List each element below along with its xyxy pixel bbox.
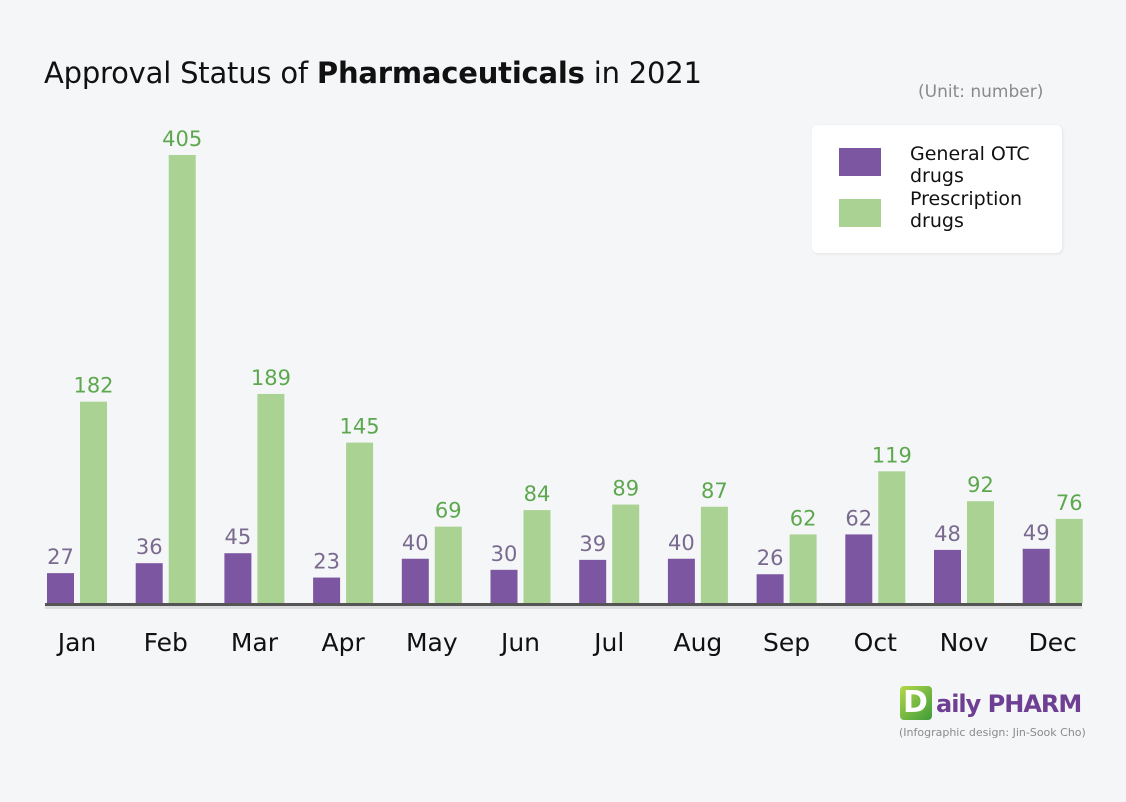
bar-rx-aug bbox=[700, 506, 728, 603]
data-label-otc-mar: 45 bbox=[225, 525, 252, 549]
data-label-otc-feb: 36 bbox=[136, 535, 163, 559]
data-label-rx-may: 69 bbox=[435, 499, 462, 523]
bar-otc-nov bbox=[934, 549, 961, 603]
bar-otc-feb bbox=[135, 563, 163, 603]
bar-otc-aug bbox=[667, 558, 695, 603]
bar-otc-sep bbox=[756, 574, 784, 603]
bar-otc-apr bbox=[313, 577, 341, 603]
legend-label-rx: Prescription drugs bbox=[910, 188, 1023, 232]
data-label-rx-jan: 182 bbox=[73, 374, 113, 398]
data-label-rx-oct: 119 bbox=[872, 443, 912, 467]
month-label-feb: Feb bbox=[144, 628, 188, 657]
bar-otc-oct bbox=[845, 534, 873, 603]
bar-rx-jan bbox=[80, 401, 107, 603]
brand-logo: D aily PHARM bbox=[900, 686, 1082, 722]
title-suffix: in 2021 bbox=[584, 56, 702, 90]
data-label-rx-nov: 92 bbox=[967, 473, 994, 497]
bar-rx-jun bbox=[523, 510, 551, 603]
bar-otc-jun bbox=[490, 569, 518, 603]
data-label-rx-mar: 189 bbox=[251, 366, 291, 390]
month-label-oct: Oct bbox=[854, 628, 897, 657]
bar-otc-jul bbox=[579, 559, 607, 603]
data-label-otc-may: 40 bbox=[402, 531, 429, 555]
month-label-may: May bbox=[406, 628, 458, 657]
month-label-aug: Aug bbox=[673, 628, 722, 657]
data-label-rx-dec: 76 bbox=[1056, 491, 1083, 515]
bar-rx-dec bbox=[1055, 518, 1083, 603]
brand-mark-icon: D bbox=[900, 686, 932, 720]
month-label-sep: Sep bbox=[763, 628, 810, 657]
brand-mark-letter: D bbox=[903, 685, 928, 720]
legend-swatch-rx bbox=[839, 199, 881, 227]
data-label-otc-oct: 62 bbox=[845, 506, 872, 530]
month-label-jul: Jul bbox=[592, 628, 624, 657]
title-bold: Pharmaceuticals bbox=[316, 56, 585, 90]
month-label-jun: Jun bbox=[499, 628, 540, 657]
bar-rx-sep bbox=[789, 534, 817, 603]
legend-swatch-otc bbox=[839, 148, 881, 176]
data-label-rx-aug: 87 bbox=[701, 479, 728, 503]
data-label-rx-feb: 405 bbox=[162, 127, 202, 151]
bar-otc-may bbox=[401, 558, 429, 603]
data-label-rx-apr: 145 bbox=[340, 415, 380, 439]
bar-otc-mar bbox=[224, 553, 252, 603]
data-label-otc-aug: 40 bbox=[668, 531, 695, 555]
legend: General OTC drugs Prescription drugs bbox=[812, 125, 1062, 253]
data-label-rx-jun: 84 bbox=[524, 482, 551, 506]
bar-rx-oct bbox=[878, 471, 906, 603]
chart-title: Approval Status of Pharmaceuticals in 20… bbox=[44, 56, 702, 90]
data-label-otc-dec: 49 bbox=[1023, 521, 1050, 545]
data-label-otc-nov: 48 bbox=[934, 522, 961, 546]
data-label-otc-apr: 23 bbox=[313, 550, 340, 574]
month-label-mar: Mar bbox=[231, 628, 279, 657]
brand-name: aily PHARM bbox=[936, 690, 1082, 718]
data-label-rx-sep: 62 bbox=[790, 506, 817, 530]
month-label-nov: Nov bbox=[940, 628, 989, 657]
unit-label: (Unit: number) bbox=[918, 82, 1044, 102]
month-label-apr: Apr bbox=[321, 628, 365, 657]
bar-rx-jul bbox=[612, 504, 640, 603]
data-label-otc-sep: 26 bbox=[757, 546, 784, 570]
month-label-jan: Jan bbox=[56, 628, 97, 657]
bar-rx-nov bbox=[967, 501, 994, 603]
bar-otc-jan bbox=[47, 573, 74, 603]
bar-rx-mar bbox=[257, 393, 285, 603]
data-label-otc-jan: 27 bbox=[47, 545, 74, 569]
data-label-otc-jun: 30 bbox=[491, 542, 518, 566]
legend-label-otc: General OTC drugs bbox=[910, 143, 1030, 187]
design-credit: (Infographic design: Jin-Sook Cho) bbox=[899, 726, 1086, 739]
bar-rx-feb bbox=[168, 155, 196, 603]
data-label-rx-jul: 89 bbox=[612, 477, 639, 501]
bar-rx-apr bbox=[346, 442, 374, 603]
x-axis-line bbox=[45, 603, 1082, 606]
title-prefix: Approval Status of bbox=[44, 56, 317, 90]
bar-rx-may bbox=[434, 526, 462, 603]
data-label-otc-jul: 39 bbox=[579, 532, 606, 556]
bar-otc-dec bbox=[1022, 548, 1050, 603]
month-label-dec: Dec bbox=[1029, 628, 1077, 657]
